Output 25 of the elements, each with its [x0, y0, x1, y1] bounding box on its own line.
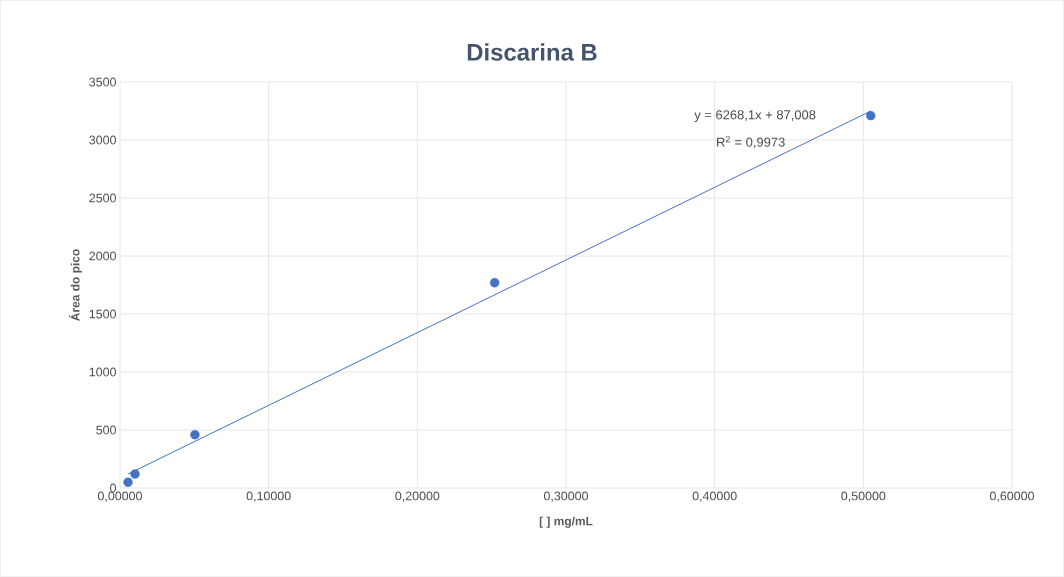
point: [866, 110, 876, 121]
point: [130, 469, 140, 479]
y-tick-label: 3000: [89, 135, 116, 145]
chart-title: Discarina B: [467, 43, 597, 61]
y-tick-label: 1500: [89, 309, 116, 319]
y-tick-label: 0: [110, 483, 116, 493]
point: [123, 477, 133, 487]
y-axis-title: Área do pico: [68, 249, 82, 321]
x-tick-label: 0,40000: [692, 491, 737, 502]
x-tick-label: 0,10000: [246, 491, 291, 502]
y-tick-label: 2000: [89, 251, 116, 261]
y-tick-label: 2500: [89, 193, 116, 203]
annotation: y = 6268,1x + 87,008: [694, 110, 816, 122]
y-tick-label: 3500: [89, 77, 116, 87]
x-tick-label: 0,50000: [841, 491, 886, 502]
point: [190, 429, 200, 440]
x-tick-label: 0,20000: [395, 491, 440, 502]
x-tick-label: 0,30000: [543, 491, 589, 502]
point: [489, 278, 500, 288]
x-tick-label: 0,00000: [97, 491, 143, 502]
y-tick-label: 500: [96, 425, 116, 435]
x-tick-label: 0,60000: [989, 491, 1035, 502]
annotation: R$^{2}$ = 0,9973: [717, 135, 785, 149]
x-axis-title: [ ] mg/mL: [539, 516, 593, 528]
y-tick-label: 1000: [89, 367, 116, 377]
